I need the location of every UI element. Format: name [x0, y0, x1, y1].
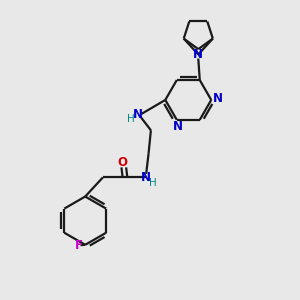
- Text: N: N: [193, 48, 203, 61]
- Text: O: O: [117, 156, 127, 169]
- Text: N: N: [133, 108, 142, 121]
- Text: F: F: [75, 239, 83, 252]
- Text: N: N: [173, 120, 183, 133]
- Text: N: N: [213, 92, 223, 105]
- Text: H: H: [127, 114, 135, 124]
- Text: N: N: [141, 171, 151, 184]
- Text: H: H: [149, 178, 157, 188]
